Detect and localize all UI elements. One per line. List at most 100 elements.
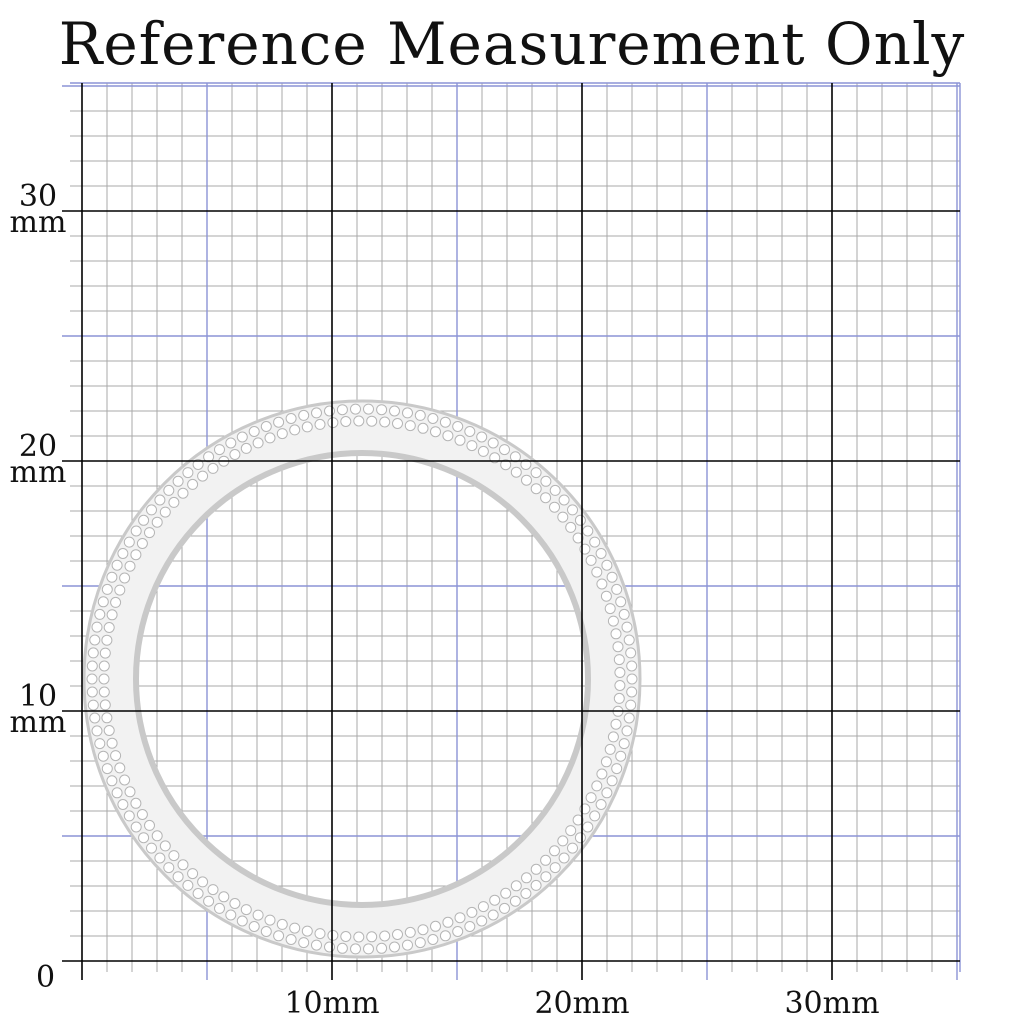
ring-stone bbox=[311, 939, 322, 951]
ring-stone bbox=[353, 931, 365, 943]
ring-stone bbox=[611, 583, 623, 595]
ring-stone bbox=[623, 712, 635, 724]
ring-stone bbox=[252, 909, 264, 921]
ring-stone bbox=[168, 850, 180, 862]
ring-stone bbox=[477, 901, 489, 913]
ring-stone bbox=[376, 942, 388, 954]
ring-stone bbox=[110, 596, 122, 608]
ring-stone bbox=[94, 738, 106, 750]
ring-stone bbox=[427, 934, 439, 945]
ring-stone bbox=[477, 445, 489, 457]
ring-stone bbox=[91, 725, 103, 737]
ring-stone bbox=[311, 407, 322, 419]
ring-stone bbox=[389, 405, 400, 417]
ring-stone bbox=[595, 548, 607, 559]
ring-stone bbox=[163, 862, 175, 874]
ring-stone bbox=[98, 673, 110, 685]
ring-stone bbox=[442, 916, 454, 928]
ring-stone bbox=[106, 609, 118, 621]
ring-stone bbox=[557, 511, 569, 523]
ring-stone bbox=[136, 538, 148, 549]
ring-stone bbox=[117, 548, 129, 559]
ring-stone bbox=[618, 738, 630, 750]
ring-stone bbox=[439, 930, 451, 942]
ring-stone bbox=[621, 725, 633, 737]
ring-stone bbox=[476, 431, 488, 443]
x-label-30mm: 30mm bbox=[784, 986, 880, 1021]
ring-stone bbox=[138, 514, 150, 526]
y-label-30-unit: mm bbox=[9, 205, 67, 240]
ring-stone bbox=[252, 437, 264, 449]
ring-stone bbox=[604, 603, 616, 615]
ring-stone bbox=[97, 596, 109, 608]
ring-stone bbox=[117, 799, 129, 810]
ring-stone bbox=[177, 859, 189, 871]
minor-grid-lines bbox=[70, 83, 960, 972]
ring-stone bbox=[626, 660, 638, 672]
ring-stone bbox=[509, 895, 521, 907]
ring-stone bbox=[574, 832, 586, 844]
ring-stone bbox=[86, 660, 98, 672]
ring-stone bbox=[123, 536, 135, 548]
ring-stone bbox=[452, 926, 464, 937]
ring-stone bbox=[442, 430, 454, 442]
ring-stone bbox=[214, 902, 225, 914]
ring-stone bbox=[99, 647, 111, 659]
ring-stone bbox=[144, 527, 155, 539]
ring-stone bbox=[626, 673, 638, 685]
ring-stone bbox=[146, 504, 157, 516]
ring-stone bbox=[402, 939, 413, 951]
ring-stone bbox=[314, 418, 326, 430]
ring-stone bbox=[136, 809, 148, 820]
ring-stone bbox=[363, 403, 374, 415]
ring-stone bbox=[520, 888, 532, 899]
ring-stone bbox=[464, 921, 476, 932]
ring-stone bbox=[182, 467, 194, 479]
ring-stone bbox=[130, 797, 142, 809]
ring-stone bbox=[417, 422, 429, 434]
ring-stone bbox=[106, 571, 118, 583]
ring-stone bbox=[618, 608, 630, 620]
ring-stone bbox=[464, 426, 476, 437]
ring-stone bbox=[614, 667, 626, 678]
ring-stone bbox=[613, 654, 625, 666]
ring-stone bbox=[363, 943, 374, 955]
x-label-10mm: 10mm bbox=[284, 986, 380, 1021]
ring-stone bbox=[607, 615, 619, 627]
ring-stone bbox=[336, 942, 348, 954]
ring-stone bbox=[154, 852, 166, 864]
ring-stone bbox=[595, 799, 607, 810]
page-title: Reference Measurement Only bbox=[58, 10, 966, 78]
ring-stone bbox=[414, 937, 426, 949]
ring-stone bbox=[285, 413, 297, 424]
ring-stone bbox=[607, 731, 619, 743]
ring-stone bbox=[392, 929, 403, 940]
ring-stone bbox=[340, 416, 352, 427]
ring-stone bbox=[225, 909, 237, 921]
ring-stone bbox=[182, 879, 194, 891]
ring-stone bbox=[119, 572, 131, 584]
ring-stone bbox=[549, 484, 561, 496]
ring-stone bbox=[585, 554, 597, 566]
ring-stone bbox=[389, 941, 400, 953]
ring-stone bbox=[114, 762, 126, 774]
ring-stone bbox=[589, 810, 601, 822]
ring-stone bbox=[376, 404, 388, 416]
ring-stone bbox=[454, 912, 466, 924]
ring-stone bbox=[521, 474, 532, 486]
ring-stone bbox=[207, 884, 219, 896]
ring-stone bbox=[499, 902, 510, 914]
ring-stone bbox=[487, 437, 499, 449]
ring-stone bbox=[130, 549, 142, 561]
ring-stone bbox=[404, 420, 416, 432]
ring-stone bbox=[521, 872, 532, 884]
ring-stone bbox=[138, 832, 150, 844]
ring-stone bbox=[86, 686, 98, 698]
ring-stone bbox=[626, 686, 638, 698]
ring-stone bbox=[101, 634, 113, 646]
ring-stone bbox=[366, 931, 378, 943]
ring-stone bbox=[379, 930, 391, 942]
ring-stone bbox=[260, 926, 272, 937]
ring-stone bbox=[276, 428, 288, 440]
